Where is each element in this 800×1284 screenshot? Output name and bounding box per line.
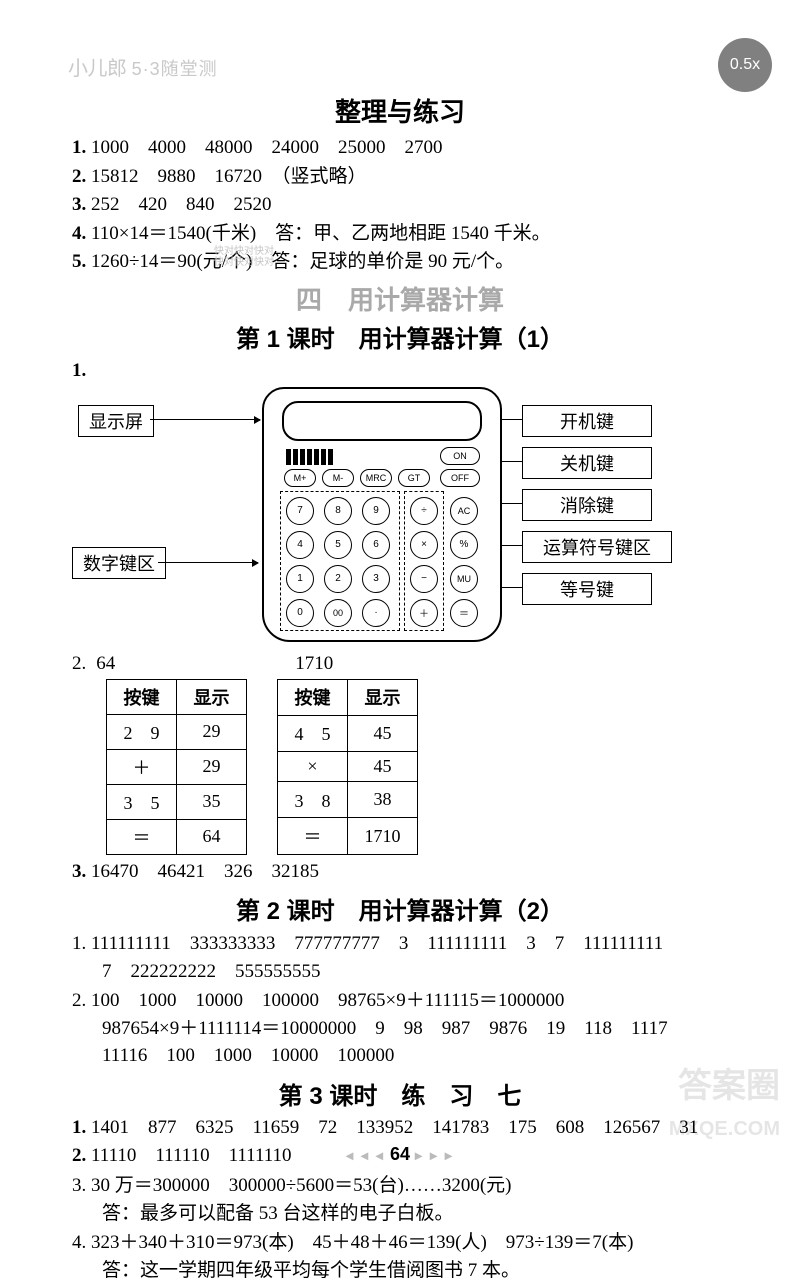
s1-q2: 2. 15812 9880 16720 （竖式略） [72, 164, 728, 191]
s1-q3: 3. 252 420 840 2520 [72, 192, 728, 219]
btn-9: 9 [362, 497, 390, 525]
calc-screen [282, 401, 482, 441]
label-numarea: 数字键区 [72, 547, 166, 579]
label-ac: 消除键 [522, 489, 652, 521]
btn-6: 6 [362, 531, 390, 559]
zoom-badge: 0.5x [718, 38, 772, 92]
lesson1-title: 第 1 课时 用计算器计算（1） [72, 319, 728, 354]
unit4-title: 四 用计算器计算 [72, 280, 728, 317]
l2-q2: 2. 100 1000 10000 100000 98765×9＋111115＝… [72, 987, 728, 1070]
watermark-bottom: 答案圈MXQE.COM [669, 1068, 780, 1143]
btn-5: 5 [324, 531, 352, 559]
label-on: 开机键 [522, 405, 652, 437]
calculator-diagram: 显示屏 数字键区 开机键 关机键 消除键 运算符号键区 等号键 ON OFF M… [72, 387, 732, 647]
table-2: 按键显示 4 545 ×45 3 838 ＝1710 [277, 679, 418, 855]
btn-on: ON [440, 447, 480, 465]
l3-q1: 1. 1401 877 6325 11659 72 133952 141783 … [72, 1115, 728, 1142]
label-off: 关机键 [522, 447, 652, 479]
btn-add: ＋ [410, 599, 438, 627]
btn-mul: × [410, 531, 438, 559]
arrow-display [150, 419, 260, 420]
lesson2-title: 第 2 课时 用计算器计算（2） [72, 891, 728, 926]
btn-0: 0 [286, 599, 314, 627]
l1-q2-head: 2. 641710 [72, 653, 728, 675]
label-eq: 等号键 [522, 573, 652, 605]
s1-q1: 1. 1000 4000 48000 24000 25000 2700 [72, 135, 728, 162]
btn-mp: M+ [284, 469, 316, 487]
wm-small-1: 快对快对快对快对快对快对 [214, 246, 274, 268]
btn-eq: ＝ [450, 599, 478, 627]
btn-1: 1 [286, 565, 314, 593]
section1-title: 整理与练习 [72, 92, 728, 129]
l1-q1-num: 1. [72, 358, 728, 385]
btn-div: ÷ [410, 497, 438, 525]
page-number: ◂ ◂ ◂ 64 ▸ ▸ ▸ [0, 1144, 800, 1165]
btn-sub: − [410, 565, 438, 593]
btn-off: OFF [440, 469, 480, 487]
arrow-numarea [158, 562, 258, 563]
btn-3: 3 [362, 565, 390, 593]
btn-7: 7 [286, 497, 314, 525]
l3-q3: 3. 30 万＝300000 300000÷5600＝53(台)……3200(元… [72, 1172, 728, 1227]
btn-8: 8 [324, 497, 352, 525]
tables-row: 按键显示 2 929 ＋29 3 535 ＝64 按键显示 4 545 ×45 … [106, 679, 728, 855]
l3-q4: 4. 323＋340＋310＝973(本) 45＋48＋46＝139(人) 97… [72, 1229, 728, 1284]
btn-pct: % [450, 531, 478, 559]
btn-00: 00 [324, 599, 352, 627]
lesson3-title: 第 3 课时 练 习 七 [72, 1076, 728, 1111]
s1-q5: 5. 1260÷14＝90(元/个) 答：足球的单价是 90 元/个。 [72, 249, 728, 276]
label-display: 显示屏 [78, 405, 154, 437]
table-1: 按键显示 2 929 ＋29 3 535 ＝64 [106, 679, 247, 855]
calculator-body: ON OFF M+ M- MRC GT 7 8 9 4 5 6 1 2 3 0 … [262, 387, 502, 642]
calc-solar [286, 449, 334, 465]
btn-2: 2 [324, 565, 352, 593]
s1-q4: 4. 110×14＝1540(千米) 答：甲、乙两地相距 1540 千米。 [72, 221, 728, 248]
l2-q1: 1. 111111111 333333333 777777777 3 11111… [72, 930, 728, 985]
btn-ac: AC [450, 497, 478, 525]
btn-dot: · [362, 599, 390, 627]
btn-mrc: MRC [360, 469, 392, 487]
brand-watermark: 小儿郎 5·3随堂测 [68, 52, 218, 81]
btn-mm: M- [322, 469, 354, 487]
btn-gt: GT [398, 469, 430, 487]
btn-4: 4 [286, 531, 314, 559]
label-ops: 运算符号键区 [522, 531, 672, 563]
btn-mu: MU [450, 565, 478, 593]
l1-q3: 3. 16470 46421 326 32185 [72, 859, 728, 886]
